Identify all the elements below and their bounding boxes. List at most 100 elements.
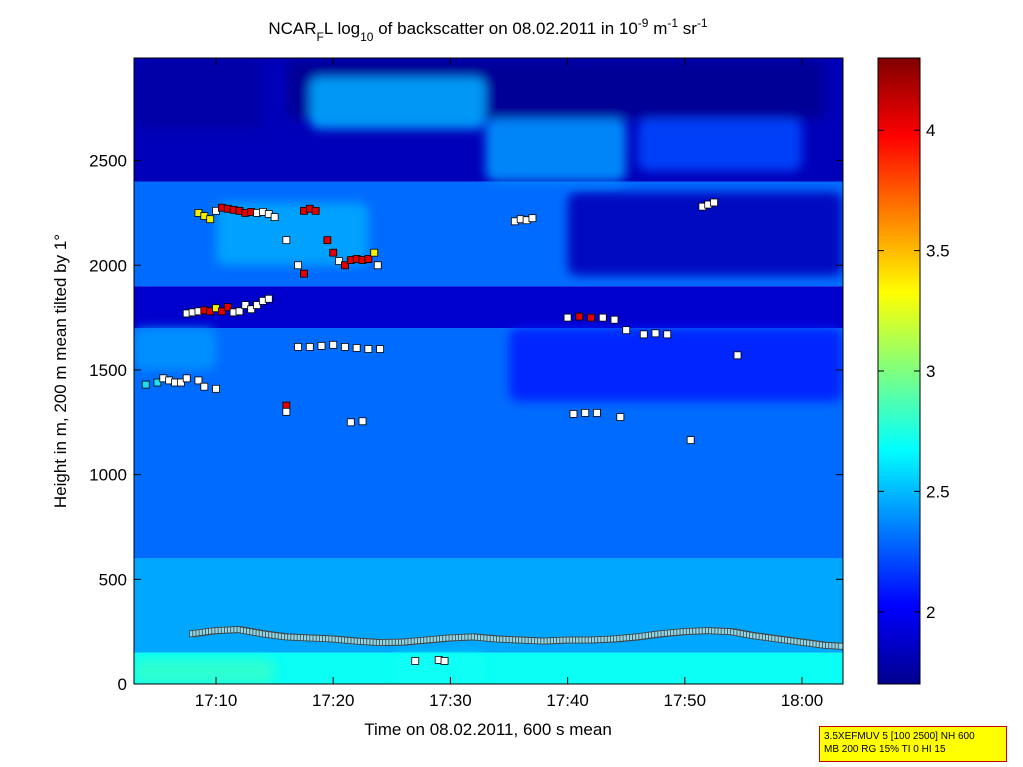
x-axis: 17:10 17:20 17:30 17:40 17:50 18:00 (195, 58, 823, 710)
cloud-marker (610, 315, 619, 324)
cloud-marker (663, 330, 672, 339)
y-tick-label: 500 (99, 570, 127, 589)
cloud-marker (194, 376, 203, 385)
cloud-marker (440, 657, 449, 665)
cloud-marker (329, 340, 338, 349)
y-tick-label: 1500 (89, 361, 127, 380)
cloud-marker (622, 326, 631, 335)
colorbar-tick-label: 4 (926, 121, 935, 140)
heatmap-feature (485, 118, 627, 182)
cloud-marker (569, 410, 578, 418)
cloud-marker (598, 313, 607, 322)
x-tick-label: 17:30 (429, 691, 472, 710)
cloud-marker (223, 303, 232, 312)
x-tick-label: 18:00 (781, 691, 824, 710)
cloud-marker (300, 269, 308, 278)
cloud-marker (651, 329, 660, 338)
x-tick-label: 17:50 (664, 691, 707, 710)
y-axis: 0 500 1000 1500 2000 2500 (89, 152, 843, 694)
info-line-2: MB 200 RG 15% TI 0 HI 15 (824, 744, 946, 755)
y-tick-label: 1000 (89, 466, 127, 485)
cloud-marker (686, 436, 695, 444)
cloud-marker (639, 330, 648, 339)
cloud-marker (364, 255, 373, 263)
y-axis-label: Height in m, 200 m mean tilted by 1° (51, 234, 70, 508)
x-tick-label: 17:40 (546, 691, 589, 710)
heatmap-feature (567, 191, 843, 276)
cloud-marker (358, 417, 367, 426)
cloud-marker (311, 206, 320, 215)
cloud-marker (335, 257, 343, 265)
cloud-marker (270, 213, 279, 222)
cloud-marker (182, 374, 191, 383)
cloud-marker (217, 307, 226, 316)
cloud-marker (294, 261, 302, 270)
cloud-marker (370, 248, 379, 257)
cloud-marker (206, 215, 215, 224)
chart-title: NCARFL log10 of backscatter on 08.02.201… (268, 16, 708, 44)
cloud-marker (352, 344, 361, 352)
colorbar-tick-label: 3 (926, 362, 935, 381)
cloud-marker (575, 312, 584, 321)
cloud-marker (710, 198, 718, 207)
cloud-marker (593, 408, 601, 417)
cloud-marker (176, 378, 185, 387)
colorbar-tick-label: 3.5 (926, 242, 950, 261)
cloud-marker (294, 343, 302, 351)
cloud-marker (323, 236, 332, 245)
colorbar (877, 57, 921, 685)
y-tick-label: 0 (118, 675, 127, 694)
y-tick-label: 2000 (89, 256, 127, 275)
cloud-marker (264, 294, 273, 303)
cloud-marker (587, 313, 595, 322)
cloud-marker (305, 343, 314, 351)
info-box: 3.5XEFMUV 5 [100 2500] NH 600 MB 200 RG … (819, 726, 1007, 762)
heatmap-feature (509, 328, 843, 402)
cloud-marker (317, 341, 326, 350)
cloud-marker (253, 301, 261, 309)
heatmap-feature (309, 76, 486, 130)
cloud-marker (346, 418, 355, 427)
cloud-marker (329, 248, 338, 257)
cloud-marker (341, 261, 349, 270)
x-tick-label: 17:10 (195, 691, 238, 710)
heatmap-feature (134, 58, 263, 130)
cloud-markers (141, 198, 742, 665)
heatmap-feature (637, 118, 802, 172)
cloud-marker (200, 382, 209, 391)
boundary-layer-markers (189, 626, 843, 650)
heatmap-features (134, 58, 843, 684)
x-axis-label: Time on 08.02.2011, 600 s mean (364, 720, 612, 739)
cloud-marker (364, 345, 373, 353)
colorbar-tick-label: 2 (926, 603, 935, 622)
cloud-marker (235, 307, 244, 316)
colorbar-tick-label: 2.5 (926, 482, 950, 501)
cloud-marker (282, 407, 291, 416)
cloud-marker (373, 261, 382, 270)
x-tick-label: 17:20 (312, 691, 355, 710)
plot-area (134, 58, 843, 684)
info-line-1: 3.5XEFMUV 5 [100 2500] NH 600 (824, 731, 975, 742)
cloud-marker (141, 380, 150, 389)
boundary-layer-marker (837, 642, 843, 650)
cloud-marker (581, 408, 590, 417)
cloud-marker (247, 305, 256, 314)
cloud-marker (616, 413, 625, 421)
plot-frame (133, 57, 844, 685)
cloud-marker (528, 214, 537, 223)
cloud-marker (733, 351, 742, 360)
cloud-marker (411, 657, 420, 665)
cloud-marker (212, 384, 220, 393)
cloud-marker (563, 313, 572, 322)
cloud-marker (376, 345, 384, 353)
cloud-marker (241, 301, 250, 309)
colorbar-axis: 2 2.5 3 3.5 4 (878, 121, 950, 622)
cloud-marker (153, 378, 162, 387)
cloud-marker (341, 343, 349, 351)
y-tick-label: 2500 (89, 152, 127, 171)
heatmap-feature (134, 658, 275, 684)
heatmap-layer (134, 286, 843, 329)
heatmap-feature (134, 328, 217, 370)
cloud-marker (282, 236, 291, 245)
